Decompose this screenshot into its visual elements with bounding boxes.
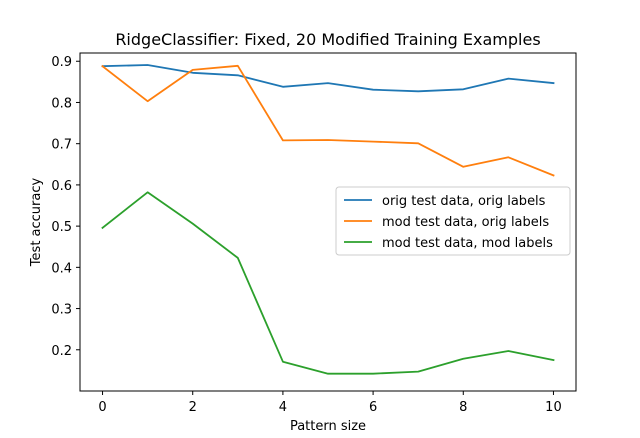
plot-area xyxy=(79,52,577,392)
series-line-2 xyxy=(101,191,555,375)
series-lines xyxy=(101,64,555,375)
y-tick-label: 0.3 xyxy=(51,303,72,318)
x-tick-label: 8 xyxy=(459,400,467,415)
y-tick-label: 0.7 xyxy=(51,138,72,153)
y-tick-label: 0.2 xyxy=(51,344,72,359)
legend-label: mod test data, mod labels xyxy=(382,236,553,251)
y-axis-label: Test accuracy xyxy=(29,178,44,268)
y-tick-label: 0.8 xyxy=(51,96,72,111)
legend-box xyxy=(335,186,571,256)
y-tick-label: 0.6 xyxy=(51,179,72,194)
x-axis: 0 2 4 6 8 10 xyxy=(98,391,562,415)
x-tick-label: 10 xyxy=(545,400,562,415)
y-tick-label: 0.5 xyxy=(51,220,72,235)
chart-title: RidgeClassifier: Fixed, 20 Modified Trai… xyxy=(115,30,540,49)
legend-label: mod test data, orig labels xyxy=(382,215,549,230)
legend: orig test data, orig labels mod test data… xyxy=(335,186,571,256)
legend-label: orig test data, orig labels xyxy=(382,194,546,209)
y-tick-label: 0.9 xyxy=(51,55,72,70)
series-line-0 xyxy=(101,64,555,93)
series-line-1 xyxy=(101,64,555,177)
y-tick-label: 0.4 xyxy=(51,261,72,276)
x-tick-label: 4 xyxy=(279,400,287,415)
x-axis-label: Pattern size xyxy=(290,419,366,434)
x-tick-label: 2 xyxy=(189,400,197,415)
x-tick-label: 0 xyxy=(98,400,106,415)
y-axis: 0.2 0.3 0.4 0.5 0.6 0.7 0.8 0.9 xyxy=(51,55,80,359)
x-tick-label: 6 xyxy=(369,400,377,415)
